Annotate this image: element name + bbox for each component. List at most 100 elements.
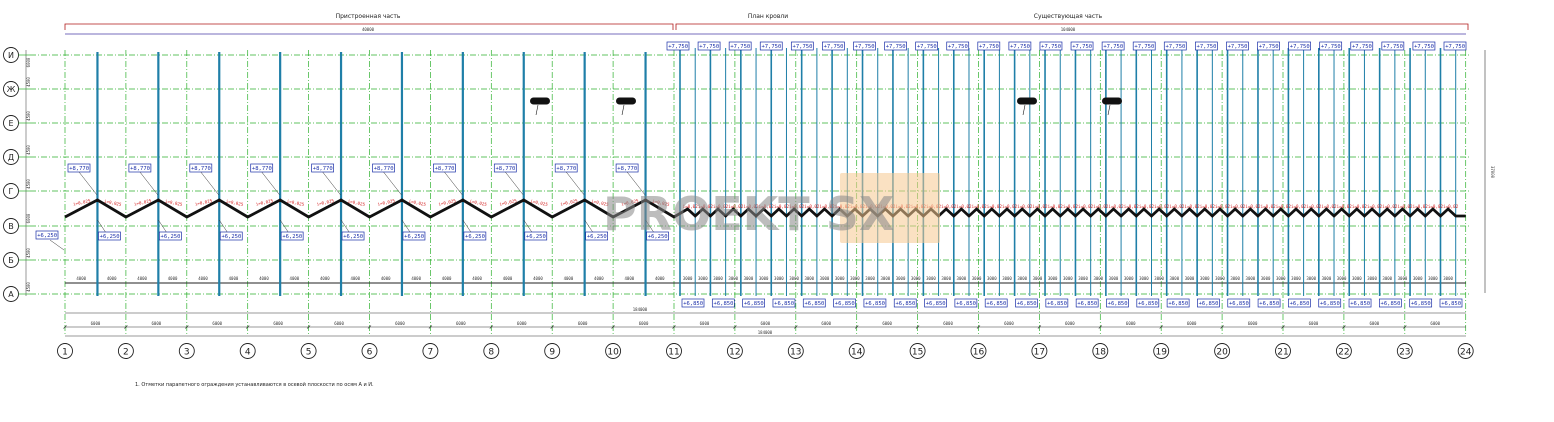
bay-dim: 6000 <box>1370 321 1380 326</box>
slope-label: i=0,02 <box>1261 204 1277 209</box>
slope-label: i=0,02 <box>1291 204 1307 209</box>
column-marker-circle <box>970 343 987 359</box>
elevation-tag-frame <box>833 298 856 308</box>
column-marker-label: 23 <box>1399 348 1410 358</box>
elevation-tag: +6,250 <box>98 231 121 241</box>
half-bay-dim: 3000 <box>835 276 845 281</box>
leader-line <box>505 171 524 196</box>
elevation-tag-frame <box>977 41 1001 51</box>
elevation-tag: +6,850 <box>711 298 735 308</box>
bay-dim: 6000 <box>517 321 527 326</box>
elevation-tag-text: +6,250 <box>526 234 546 240</box>
slope-label: i=0,025 <box>194 198 213 207</box>
slope-label: i=0,02 <box>698 204 714 209</box>
elevation-tag: +7,750 <box>1101 41 1125 51</box>
elevation-tag: +7,750 <box>1195 41 1218 51</box>
elevation-tag-text: +7,750 <box>699 44 719 50</box>
half-bay-dim: 3000 <box>1306 276 1316 281</box>
slope-label: i=0,025 <box>408 198 427 207</box>
elevation-tag-text: +6,250 <box>587 234 607 240</box>
half-bay-dim: 3000 <box>1261 276 1271 281</box>
roof-drain-icon <box>1017 97 1037 116</box>
half-bay-dim: 3000 <box>713 276 723 281</box>
half-bay-dim: 3000 <box>1200 276 1210 281</box>
dim-tick <box>124 325 128 329</box>
right-height-dim-text: 37000 <box>1490 166 1495 179</box>
half-bay-dim: 3000 <box>698 276 708 281</box>
slope-label: i=0,02 <box>1063 204 1079 209</box>
elevation-tag-text: +6,850 <box>1441 301 1461 307</box>
slope-label: i=0,02 <box>972 204 988 209</box>
column-marker-label: 24 <box>1460 348 1472 358</box>
leader-line <box>158 219 167 233</box>
slope-label: i=0,02 <box>1230 204 1246 209</box>
column-marker-circle <box>57 343 73 359</box>
slope-label: i=0,02 <box>1169 204 1185 209</box>
elevation-tag: +6,250 <box>463 231 487 241</box>
half-bay-dim: 3000 <box>987 276 997 281</box>
half-bay-dim: 3000 <box>1093 276 1103 281</box>
elevation-tag-text: +6,850 <box>1199 301 1219 307</box>
elevation-tag-text: +8,770 <box>69 166 89 172</box>
elevation-tags: +8,770 +6,250 +8,770 +6,250 +8,770 +6,250 +8,7… <box>35 41 1467 308</box>
elevation-tag: +7,750 <box>822 41 845 51</box>
elevation-tag: +7,750 <box>1412 41 1436 51</box>
elevation-tag-text: +7,750 <box>1414 44 1434 50</box>
half-bay-dim: 3000 <box>926 276 936 281</box>
half-bay-dim: 3000 <box>774 276 784 281</box>
elevation-tag: +6,850 <box>1257 298 1281 308</box>
elevation-tag: +6,850 <box>924 298 947 308</box>
slope-label: i=0,02 <box>1428 204 1444 209</box>
dim-tick <box>489 325 494 329</box>
elevation-tag-frame <box>1319 41 1343 51</box>
elevation-tag-text: +6,850 <box>1168 301 1188 307</box>
title-right: Существующая часть <box>1034 13 1103 20</box>
elevation-tag-text: +6,850 <box>895 301 915 307</box>
dim-tick <box>1220 325 1224 329</box>
elevation-tag: +6,850 <box>681 298 705 308</box>
slope-label: i=0,025 <box>225 198 244 207</box>
elevation-tag-frame <box>1439 298 1463 308</box>
row-marker: В <box>3 218 30 234</box>
elevation-tag: +7,750 <box>759 41 783 51</box>
elevation-tag-frame <box>1075 298 1099 308</box>
slope-label: i=0,02 <box>1306 204 1322 209</box>
half-bay-dim: 3000 <box>1124 276 1134 281</box>
bay-dim: 6000 <box>700 321 710 326</box>
elevation-tag: +7,750 <box>1443 41 1467 51</box>
elevation-tag-frame <box>893 298 917 308</box>
elevation-tag-text: +6,850 <box>1381 301 1401 307</box>
bay-dim: 6000 <box>1004 321 1014 326</box>
elevation-tag-frame <box>772 298 796 308</box>
bay-dim: 6000 <box>334 321 344 326</box>
column-marker-circle <box>117 343 134 359</box>
elevation-tag: +6,850 <box>1166 298 1190 308</box>
half-bay-dim: 4000 <box>198 276 208 281</box>
leader-line <box>462 219 472 233</box>
column-marker-label: 3 <box>184 348 190 358</box>
elevation-tag: +8,770 <box>493 163 517 173</box>
elevation-tag: +6,850 <box>1197 298 1220 308</box>
column-marker-label: 9 <box>549 348 555 358</box>
row-marker: Е <box>3 115 30 131</box>
half-bay-dim: 4000 <box>381 276 391 281</box>
slope-label: i=0,02 <box>683 204 699 209</box>
column-marker-circle <box>1275 343 1291 359</box>
column-marker-circle <box>787 343 804 359</box>
column-marker: 22 <box>1335 343 1352 359</box>
elevation-tag-frame <box>863 298 887 308</box>
elevation-tag: +6,850 <box>1288 298 1311 308</box>
half-bay-dim: 3000 <box>1033 276 1043 281</box>
half-bay-dim: 4000 <box>442 276 452 281</box>
column-marker: 8 <box>483 343 500 359</box>
elevation-tag: +6,850 <box>1439 298 1463 308</box>
column-marker-circle <box>909 343 926 359</box>
elevation-tag: +7,750 <box>1008 41 1032 51</box>
column-marker-label: 7 <box>428 348 434 358</box>
elevation-tag-text: +8,770 <box>313 166 333 172</box>
elevation-tag-text: +6,850 <box>714 301 734 307</box>
elevation-tag-frame <box>1008 41 1032 51</box>
elevation-tag-text: +6,850 <box>1320 301 1340 307</box>
half-bay-dim: 3000 <box>865 276 875 281</box>
slope-label: i=0,025 <box>621 198 640 207</box>
